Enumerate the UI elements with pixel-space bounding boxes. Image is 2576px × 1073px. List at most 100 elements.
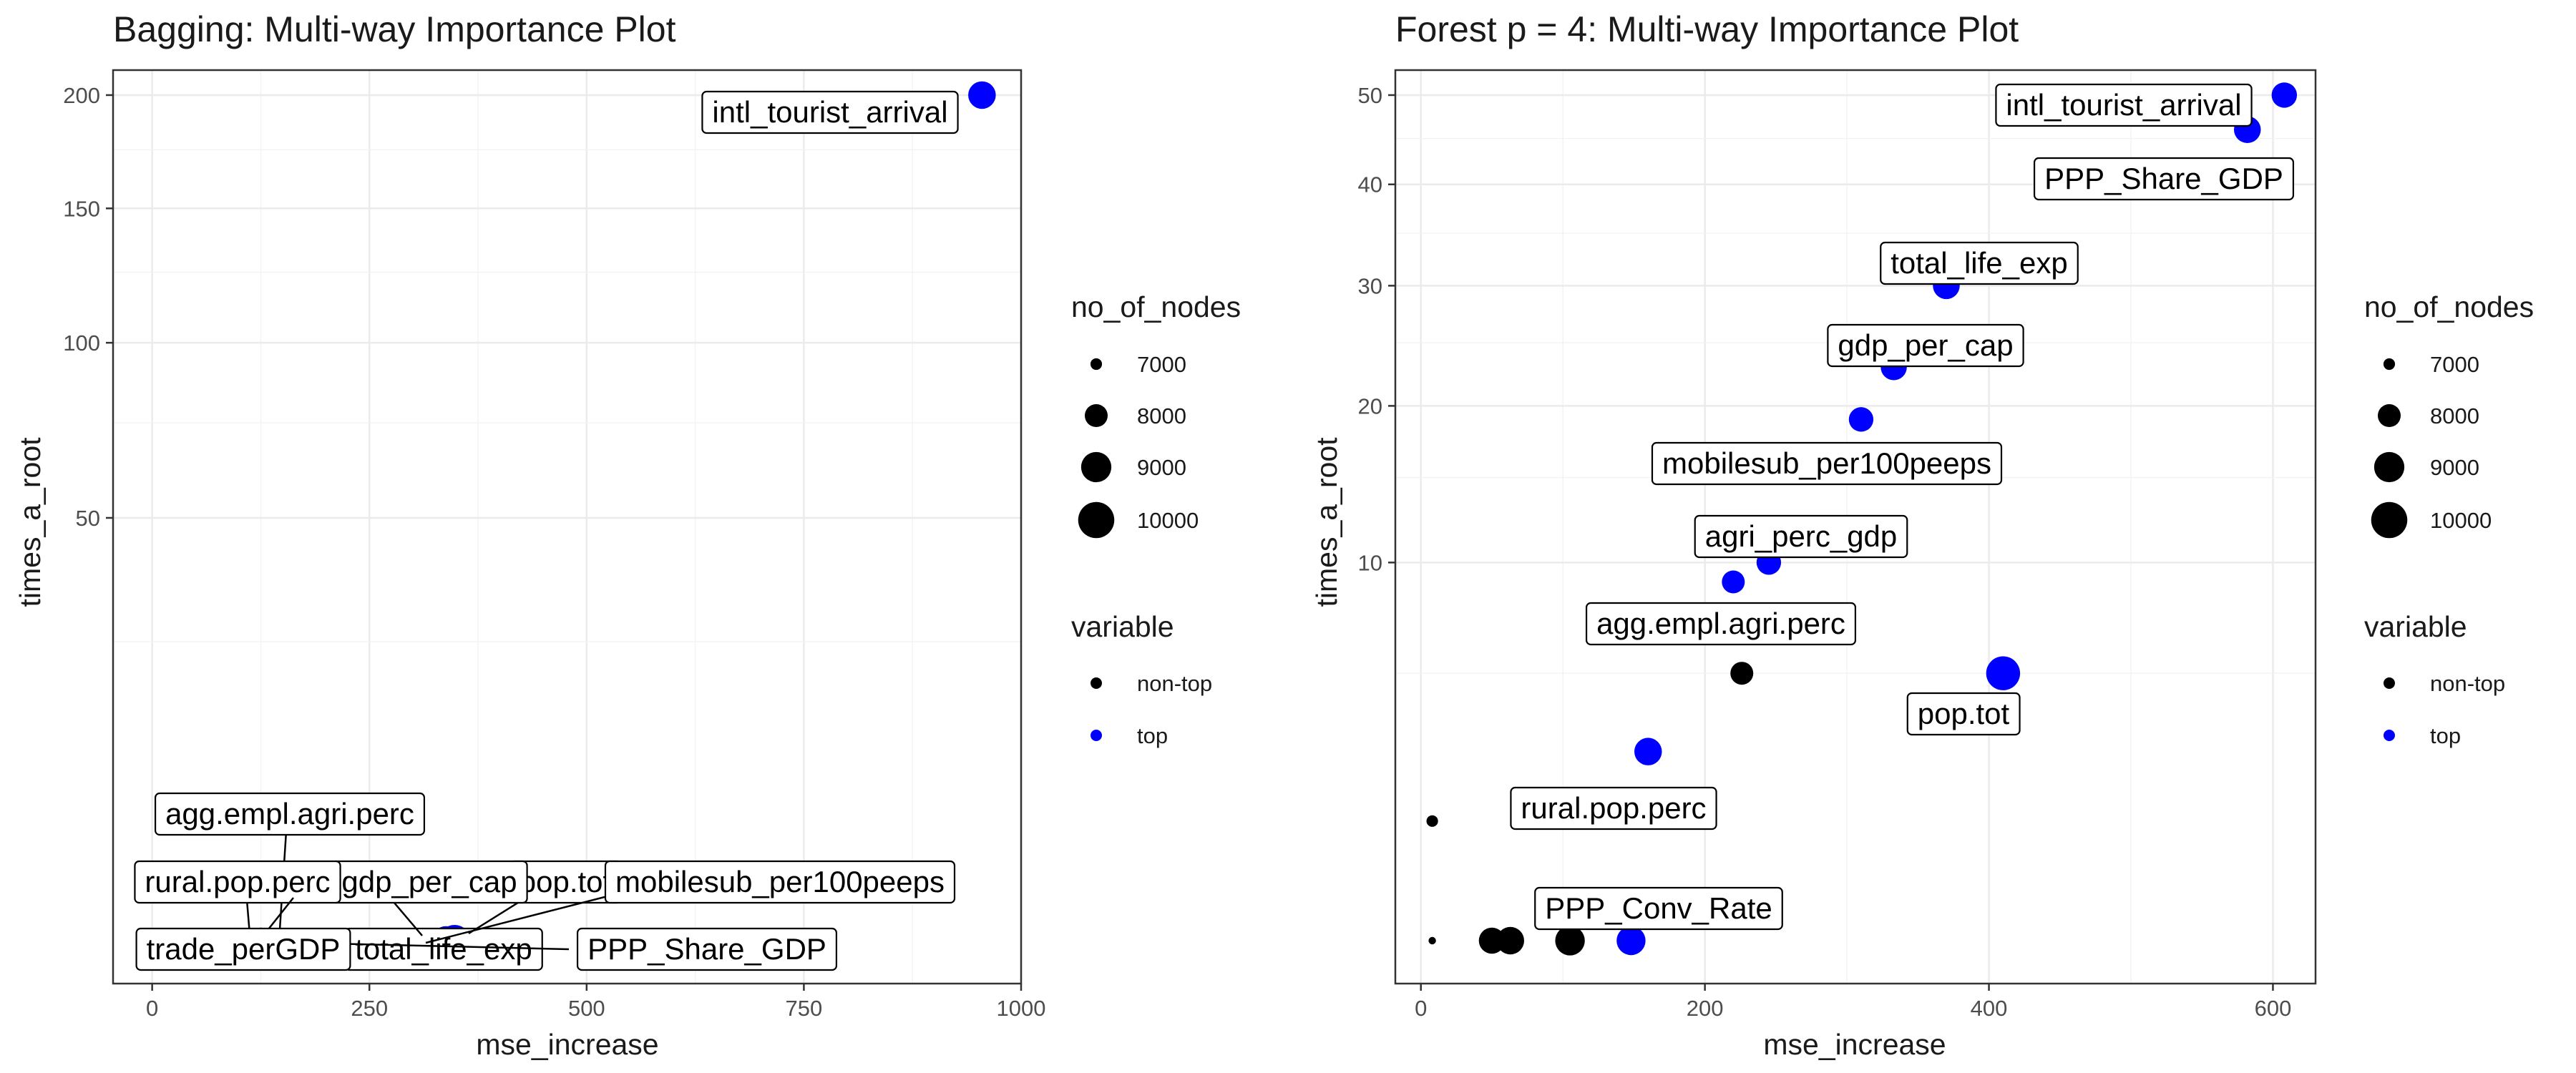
point-label: pop.tot [1906,692,2021,736]
size-legend-label: 8000 [2430,403,2479,428]
grid [113,70,1023,984]
x-tick-label: 600 [2255,996,2292,1021]
point-label-text: total_life_exp [355,932,532,966]
size-legend-label: 7000 [1137,352,1186,377]
y-tick-label: 50 [76,506,100,531]
y-tick-label: 100 [63,330,100,356]
size-legend-label: 8000 [1137,403,1186,428]
point-label: mobilesub_per100peeps [604,860,956,904]
point-label: agg.empl.agri.perc [154,792,426,836]
point-label-text: intl_tourist_arrival [712,95,947,129]
label-leader-line [389,897,423,936]
x-tick-label: 750 [786,996,823,1021]
point-label: PPP_Share_GDP [576,927,838,971]
point-label-text: PPP_Share_GDP [2044,162,2283,195]
point-label-box [1585,602,1857,646]
size-legend-keys: 7000 8000 9000 10000 [2371,352,2492,539]
point-labels: intl_tourist_arrival PPP_Share_GDP total_l… [1510,83,2295,931]
point-label-box [154,792,426,836]
size-legend-swatch [1084,403,1108,428]
data-point [1426,815,1438,827]
point-label: intl_tourist_arrival [701,90,959,134]
data-point [1722,570,1745,594]
x-axis-title: mse_increase [1763,1028,1946,1061]
point-label-box [2033,157,2295,201]
size-legend-title: no_of_nodes [1071,290,1241,323]
point-label-text: rural.pop.perc [1521,791,1706,825]
point-label: PPP_Share_GDP [2033,157,2295,201]
data-point [968,81,996,109]
y-tick-label: 10 [1358,550,1382,575]
point-label-box [1906,692,2021,736]
data-point [1496,926,1525,955]
point-label-text: rural.pop.perc [145,865,330,898]
y-tick-label: 40 [1358,172,1382,197]
point-label: gdp_per_cap [331,860,528,904]
point-label: total_life_exp [1880,241,2079,285]
point-label-text: PPP_Conv_Rate [1545,891,1772,925]
size-legend-label: 9000 [1137,455,1186,480]
point-label: rural.pop.perc [1510,786,1717,831]
point-label-box [701,90,959,134]
point-label: agri_perc_gdp [1694,514,1908,559]
size-legend-label: 9000 [2430,455,2479,480]
y-tick-label: 200 [63,83,100,108]
axis-ticks: 0 250 500 750 1000 50 100 150 200 [63,83,1045,1021]
x-tick-label: 0 [146,996,158,1021]
point-label-text: intl_tourist_arrival [2006,88,2241,122]
x-tick-label: 0 [1415,996,1427,1021]
point-label: PPP_Conv_Rate [1534,886,1783,931]
data-point [1428,936,1436,945]
point-label: rural.pop.perc [134,860,341,904]
point-label-box [134,860,341,904]
grid [1395,70,2316,984]
point-label-box [1651,441,2003,486]
point-label-text: total_life_exp [1890,246,2068,280]
x-tick-label: 400 [1971,996,2008,1021]
size-legend-swatch [1078,501,1115,539]
x-axis-title: mse_increase [476,1028,658,1061]
point-label-box [135,927,351,971]
data-point [1555,926,1585,956]
color-legend-label: non-top [2430,671,2505,696]
data-point [1634,738,1662,765]
point-label-text: agri_perc_gdp [1705,519,1898,553]
size-legend-swatch [2377,403,2401,428]
size-legend-swatch [1090,358,1103,371]
color-legend-label: top [1137,723,1168,748]
size-legend-swatch [2373,451,2405,483]
y-tick-label: 50 [1358,83,1382,108]
color-legend-swatch [2384,730,2395,741]
point-label-text: mobilesub_per100peeps [1662,446,1991,480]
color-legend-keys: non-top top [1091,671,1212,748]
y-tick-label: 150 [63,196,100,221]
panel-border [112,69,1023,985]
point-label-box [1880,241,2079,285]
x-tick-label: 200 [1687,996,1724,1021]
size-legend-swatch [2371,501,2408,539]
data-point [1848,407,1874,432]
size-legend-swatch [1080,451,1112,483]
forest-chart: Forest p = 4: Multi-way Importance Plot … [1310,9,2317,1061]
point-label-box [1510,786,1717,831]
bagging-chart: Bagging: Multi-way Importance Plot intl_… [14,9,1045,1061]
y-tick-label: 20 [1358,393,1382,418]
x-tick-label: 250 [351,996,388,1021]
data-points [1426,82,2298,956]
color-legend-title: variable [1071,610,1174,643]
data-point [1986,656,2021,690]
size-legend-swatch [2383,358,2396,371]
legend: no_of_nodes 7000 8000 9000 10000 variable n… [2364,290,2534,748]
point-label-text: agg.empl.agri.perc [165,797,414,831]
color-legend-label: top [2430,723,2461,748]
chart-title: Bagging: Multi-way Importance Plot [113,9,676,49]
point-label: mobilesub_per100peeps [1651,441,2003,486]
point-label-box [1534,886,1783,931]
panel-border [1394,69,2317,985]
data-point [1730,662,1754,685]
color-legend-label: non-top [1137,671,1212,696]
color-legend-keys: non-top top [2384,671,2505,748]
y-axis-title: times_a_root [14,437,47,607]
point-label-text: pop.tot [519,865,612,898]
color-legend-swatch [1091,730,1102,741]
